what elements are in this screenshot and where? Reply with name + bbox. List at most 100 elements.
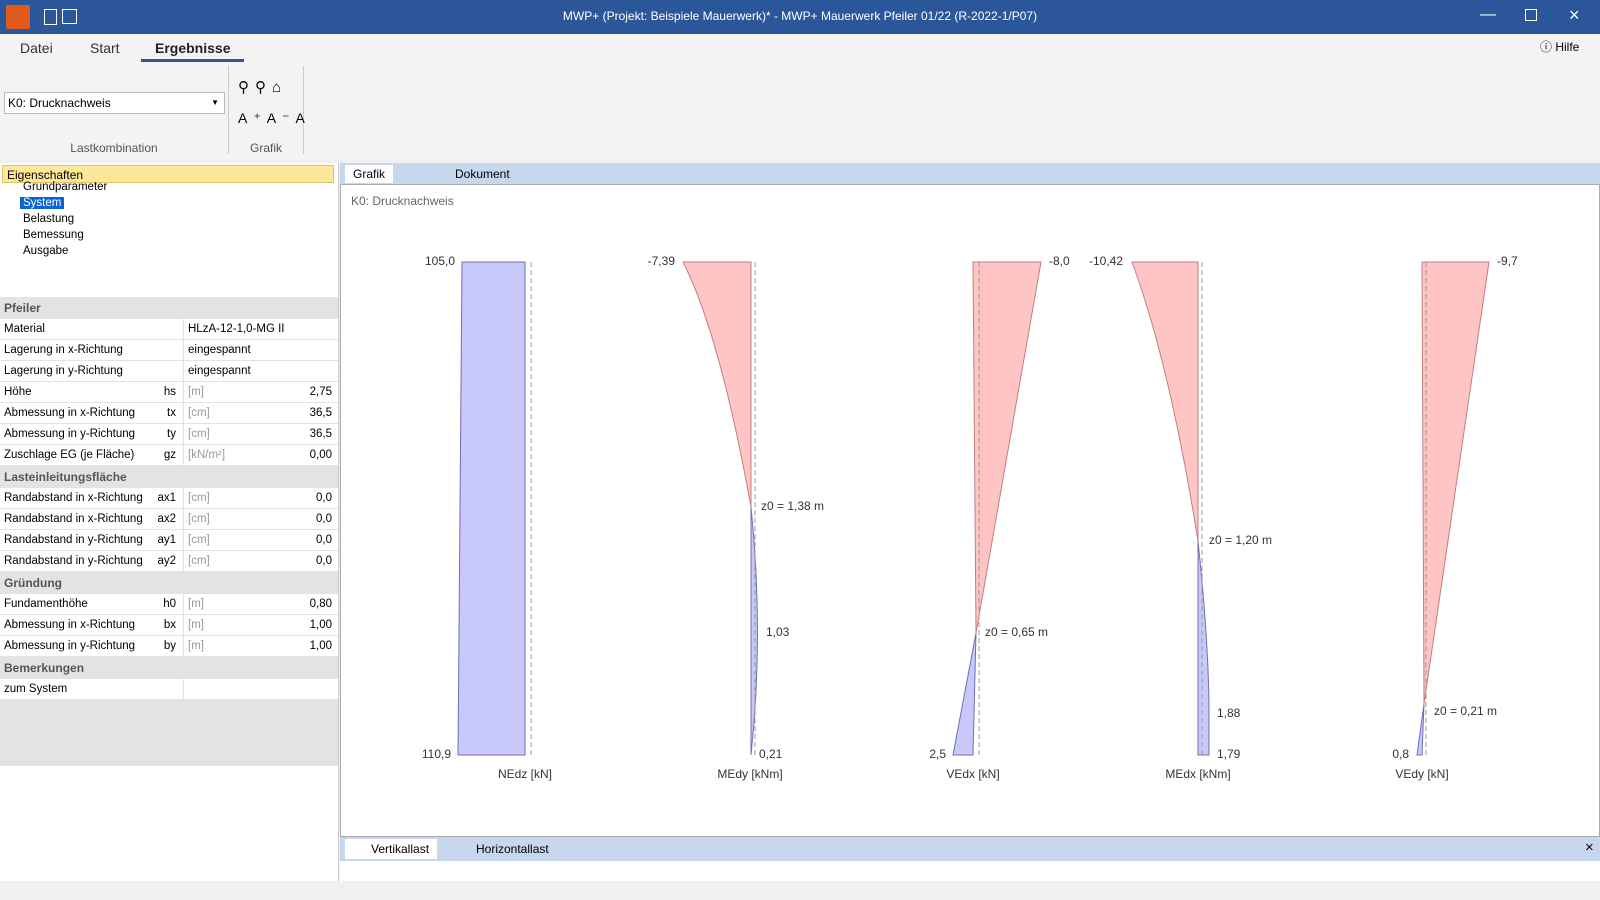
row-unit: [m] <box>188 640 204 652</box>
row-label: Randabstand in x-Richtung <box>4 513 143 525</box>
row-label: Lagerung in x-Richtung <box>4 344 123 356</box>
row-value[interactable]: 0,0 <box>316 492 332 504</box>
column-divider <box>183 445 184 466</box>
diagram-label: -8,0 <box>1049 254 1070 268</box>
row-value[interactable]: HLzA-12-1,0-MG II <box>188 323 285 335</box>
ribbon-tab[interactable]: Ergebnisse <box>141 40 245 62</box>
row-label: Lagerung in y-Richtung <box>4 365 123 377</box>
minimize[interactable]: — <box>1480 6 1496 23</box>
properties-panel: Eigenschaften Grundparameter System Belast… <box>0 163 339 881</box>
bottom-tab[interactable]: Horizontallast <box>476 842 549 856</box>
column-divider <box>183 636 184 657</box>
row-label: Höhe <box>4 386 32 398</box>
row-label: Fundamenthöhe <box>4 598 88 610</box>
row-unit: [kN/m²] <box>188 449 226 461</box>
row-label: Zuschlage EG (je Fläche) <box>4 449 135 461</box>
diagram-label: MEdy [kNm] <box>717 767 782 781</box>
row-value[interactable]: 0,0 <box>316 513 332 525</box>
diagram-label: z0 = 0,65 m <box>985 625 1048 639</box>
row-value[interactable]: 1,00 <box>309 640 332 652</box>
diagram-label: -9,7 <box>1497 254 1518 268</box>
row-value[interactable]: 36,5 <box>309 407 332 419</box>
diagram-label: 1,88 <box>1217 706 1241 720</box>
tree-item[interactable]: Grundparameter <box>23 181 108 193</box>
new-icon[interactable] <box>44 9 57 25</box>
diagram-label: 110,9 <box>422 747 451 761</box>
tree-item[interactable]: System <box>20 197 65 209</box>
column-divider <box>183 594 184 615</box>
row-frame <box>0 509 338 530</box>
column-divider <box>183 361 184 382</box>
diagram-label: MEdx [kNm] <box>1165 767 1230 781</box>
view-tabs <box>340 163 1600 184</box>
empty-area <box>0 700 338 766</box>
section-header[interactable]: Lasteinleitungsfläche <box>0 466 338 488</box>
bottom-tab[interactable]: Vertikallast <box>345 839 438 859</box>
row-symbol: ax2 <box>157 513 176 525</box>
medy-pos <box>750 506 758 756</box>
help-label: Hilfe <box>1555 40 1580 54</box>
row-symbol: h0 <box>163 598 176 610</box>
group-label: Grafik <box>249 141 282 155</box>
combo-value: K0: Drucknachweis <box>8 96 111 110</box>
column-divider <box>183 551 184 572</box>
title-bar: MWP+ (Projekt: Beispiele Mauerwerk)* - M… <box>0 0 1600 34</box>
tree-item[interactable]: Ausgabe <box>23 245 69 257</box>
section-header[interactable]: Pfeiler <box>0 297 338 319</box>
row-symbol: hs <box>163 386 176 398</box>
row-value[interactable]: 0,00 <box>309 449 332 461</box>
row-symbol: by <box>163 640 176 652</box>
row-frame <box>0 636 338 657</box>
panel-header: Eigenschaften <box>2 165 334 183</box>
view-tab[interactable]: Grafik <box>345 165 394 183</box>
row-label: Randabstand in x-Richtung <box>4 492 143 504</box>
close[interactable]: × <box>1569 5 1580 25</box>
diagram-label: z0 = 1,38 m <box>761 499 824 513</box>
font-tools[interactable]: A⁺A⁻A <box>238 110 311 126</box>
row-label: zum System <box>4 683 68 695</box>
section-header[interactable]: Bemerkungen <box>0 657 338 679</box>
vedx-pos <box>952 632 977 756</box>
column-divider <box>183 340 184 361</box>
app-icon[interactable] <box>6 5 30 29</box>
row-value[interactable]: 2,75 <box>309 386 332 398</box>
row-value[interactable]: eingespannt <box>188 365 251 377</box>
row-label: Randabstand in y-Richtung <box>4 555 143 567</box>
separator <box>303 66 304 154</box>
row-symbol: gz <box>163 449 176 461</box>
ribbon-tab[interactable]: Start <box>90 40 120 56</box>
row-symbol: ax1 <box>157 492 176 504</box>
row-value[interactable]: 0,80 <box>309 598 332 610</box>
close-pane[interactable]: × <box>1585 839 1594 856</box>
row-value[interactable]: 36,5 <box>309 428 332 440</box>
view-tab[interactable]: Dokument <box>455 167 510 181</box>
column-divider <box>183 403 184 424</box>
row-label: Abmessung in y-Richtung <box>4 640 136 652</box>
diagram-label: 1,79 <box>1217 747 1241 761</box>
row-value[interactable]: 0,0 <box>316 534 332 546</box>
help[interactable]: ⓘ Hilfe <box>1540 40 1580 54</box>
row-unit: [cm] <box>188 555 210 567</box>
row-symbol: bx <box>163 619 176 631</box>
row-frame <box>0 594 338 615</box>
load-combination-select[interactable]: K0: Drucknachweis ▼ <box>4 92 225 114</box>
ribbon-tab[interactable]: Datei <box>20 40 53 56</box>
row-value[interactable]: eingespannt <box>188 344 251 356</box>
column-divider <box>183 424 184 445</box>
section-header[interactable]: Gründung <box>0 572 338 594</box>
diagram-label: NEdz [kN] <box>498 767 552 781</box>
diagram-label: 1,03 <box>766 625 790 639</box>
medx-neg <box>1131 261 1199 542</box>
diagram-shapes <box>457 261 1490 756</box>
row-unit: [m] <box>188 598 204 610</box>
zoom-tools[interactable]: ⚲⚲⌂ <box>238 79 288 96</box>
save-icon[interactable] <box>62 9 77 24</box>
maximize[interactable] <box>1525 9 1537 21</box>
row-frame <box>0 382 338 403</box>
row-value[interactable]: 1,00 <box>309 619 332 631</box>
row-value[interactable]: 0,0 <box>316 555 332 567</box>
tree-item[interactable]: Belastung <box>23 213 75 225</box>
row-label: Abmessung in y-Richtung <box>4 428 136 440</box>
group-label: Lastkombination <box>70 141 158 155</box>
tree-item[interactable]: Bemessung <box>23 229 84 241</box>
